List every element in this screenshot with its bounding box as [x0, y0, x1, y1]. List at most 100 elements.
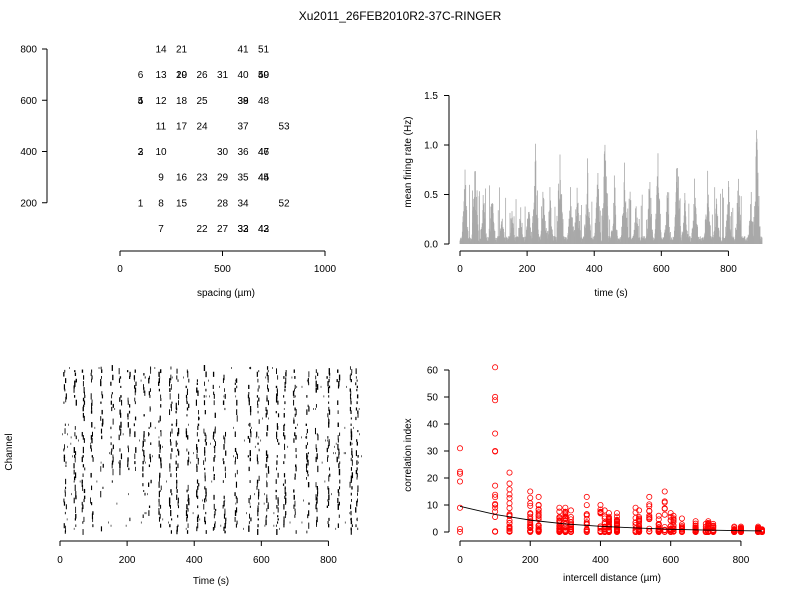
corr-point: [692, 523, 699, 530]
corr-point: [535, 512, 542, 519]
raster-panel: 0 200 400 600 800 Time (s) Channel: [4, 364, 362, 587]
corr-point: [492, 447, 499, 454]
corr-y-tick-label: 0: [432, 528, 438, 539]
corr-point: [562, 511, 569, 518]
rate-x-tick-label: 800: [720, 264, 737, 275]
corr-point: [535, 506, 542, 513]
corr-point: [492, 482, 499, 489]
corr-point: [456, 478, 463, 485]
corr-point: [492, 504, 499, 511]
corr-point: [636, 528, 643, 535]
corr-point: [670, 517, 677, 524]
corr-point: [456, 525, 463, 532]
correlation-points: [456, 364, 766, 536]
electrode-label: 1: [138, 198, 144, 209]
corr-point: [562, 508, 569, 515]
layout-y-tick-label: 400: [20, 147, 37, 158]
corr-point: [535, 528, 542, 535]
electrode-label: 13: [155, 70, 167, 81]
corr-point: [613, 516, 620, 523]
corr-point: [655, 512, 662, 519]
layout-electrode-labels: 1234567891011121314151617181920212223242…: [138, 45, 290, 235]
corr-point: [506, 491, 513, 498]
electrode-label: 38: [237, 96, 249, 107]
corr-point: [605, 519, 612, 526]
corr-point: [456, 470, 463, 477]
corr-point: [535, 516, 542, 523]
rate-x-tick-label: 400: [586, 264, 603, 275]
corr-point: [613, 510, 620, 517]
corr-point: [678, 515, 685, 522]
electrode-label: 11: [156, 121, 167, 132]
rate-y-tick-label: 0.5: [424, 190, 438, 201]
corr-point: [731, 528, 738, 535]
page-title: Xu2011_26FEB2010R2-37C-RINGER: [298, 9, 502, 23]
corr-point: [527, 494, 534, 501]
corr-point: [710, 528, 717, 535]
corr-point: [506, 500, 513, 507]
corr-point: [655, 522, 662, 529]
raster-x-tick-label: 600: [253, 555, 270, 566]
corr-point: [562, 513, 569, 520]
corr-point: [527, 513, 534, 520]
corr-point: [613, 527, 620, 534]
corr-point: [527, 502, 534, 509]
electrode-label: 7: [158, 224, 164, 235]
electrode-label: 28: [217, 198, 229, 209]
electrode-label: 31: [217, 70, 229, 81]
corr-point: [646, 501, 653, 508]
raster-x-tick-label: 800: [320, 555, 337, 566]
corr-x-tick-label: 800: [733, 555, 750, 566]
corr-point: [506, 480, 513, 487]
electrode-label: 6: [138, 70, 144, 81]
raster-x-tick-label: 0: [57, 555, 63, 566]
electrode-label: 47: [258, 147, 270, 158]
corr-point: [678, 523, 685, 530]
electrode-label: 35: [237, 173, 249, 184]
layout-x-axis-label: spacing (µm): [197, 288, 255, 299]
corr-point: [535, 493, 542, 500]
corr-point: [613, 520, 620, 527]
electrode-label: 3: [138, 147, 144, 158]
corr-point: [597, 501, 604, 508]
corr-point: [527, 516, 534, 523]
corr-point: [737, 525, 744, 532]
corr-point: [670, 528, 677, 535]
corr-point: [556, 518, 563, 525]
electrode-label: 50: [258, 70, 270, 81]
layout-x-tick-label: 1000: [314, 264, 337, 275]
electrode-label: 44: [258, 173, 270, 184]
corr-point: [567, 507, 574, 514]
electrode-label: 33: [237, 224, 249, 235]
corr-point: [597, 508, 604, 515]
corr-point: [556, 514, 563, 521]
corr-point: [670, 515, 677, 522]
electrode-label: 52: [278, 198, 290, 209]
corr-y-tick-label: 20: [427, 474, 439, 485]
corr-point: [661, 526, 668, 533]
electrode-label: 51: [258, 45, 270, 56]
corr-point: [492, 397, 499, 404]
corr-point: [527, 528, 534, 535]
electrode-label: 22: [196, 224, 208, 235]
electrode-label: 45: [258, 173, 270, 184]
corr-point: [535, 509, 542, 516]
corr-point: [583, 528, 590, 535]
corr-y-tick-label: 30: [427, 447, 439, 458]
electrode-label: 12: [155, 96, 167, 107]
corr-point: [646, 507, 653, 514]
corr-point: [661, 498, 668, 505]
corr-point: [562, 526, 569, 533]
correlation-y-axis-label: correlation index: [403, 418, 414, 491]
corr-point: [506, 525, 513, 532]
corr-point: [562, 504, 569, 511]
corr-point: [456, 445, 463, 452]
corr-point: [506, 486, 513, 493]
corr-point: [562, 517, 569, 524]
corr-point: [506, 517, 513, 524]
corr-x-tick-label: 400: [592, 555, 609, 566]
raster-x-tick-label: 200: [119, 555, 136, 566]
firing-rate-x-axis-label: time (s): [594, 288, 627, 299]
corr-point: [527, 524, 534, 531]
